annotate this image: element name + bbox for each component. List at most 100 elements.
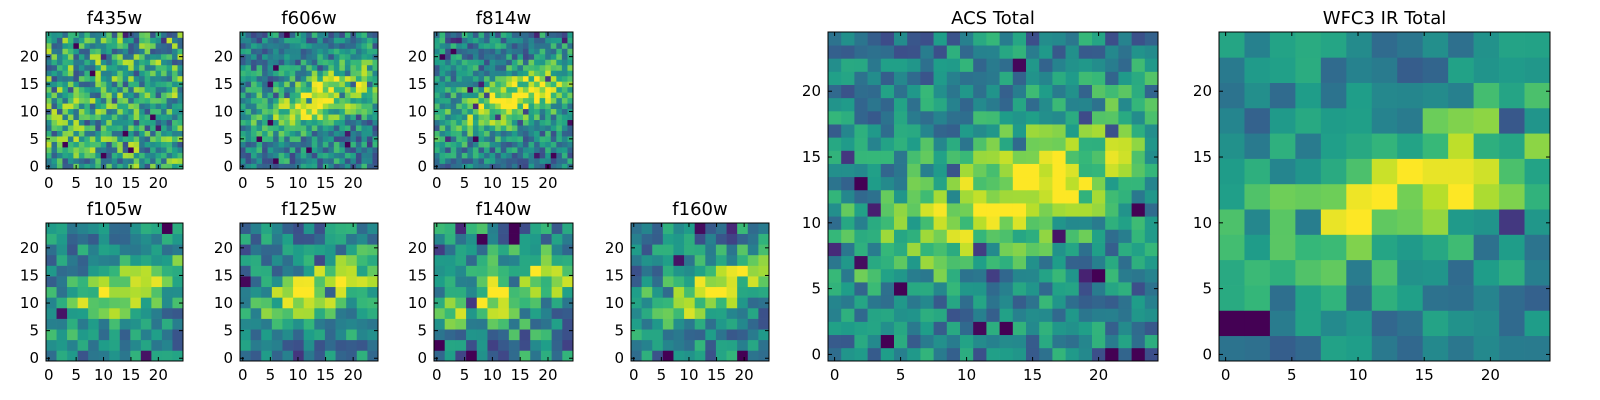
plot-frame <box>827 31 1159 362</box>
y-tick-label: 5 <box>223 322 233 340</box>
heatmap-cell <box>133 81 140 88</box>
heatmap-cell <box>293 233 305 245</box>
heatmap-cell <box>311 119 318 126</box>
heatmap-cell <box>46 75 52 82</box>
heatmap-cell <box>284 158 291 164</box>
heatmap-cell <box>456 119 463 126</box>
heatmap-cell <box>172 75 178 82</box>
heatmap-cell <box>46 59 52 66</box>
heatmap-cell <box>489 147 496 153</box>
heatmap-cell <box>77 329 89 341</box>
heatmap-cell <box>150 130 156 137</box>
heatmap-cell <box>556 108 563 115</box>
heatmap-cell <box>556 42 563 49</box>
heatmap-cell <box>88 276 100 288</box>
heatmap-cell <box>500 53 507 60</box>
heatmap-cell <box>106 163 113 170</box>
heatmap-cell <box>366 32 373 38</box>
heatmap-cell <box>1295 82 1322 109</box>
heatmap-cell <box>161 286 173 298</box>
heatmap-cell <box>631 233 642 245</box>
heatmap-cell <box>455 307 467 319</box>
heatmap-cell <box>828 97 842 112</box>
heatmap-cell <box>78 119 85 126</box>
heatmap-cell <box>1346 285 1373 311</box>
heatmap-cell <box>1052 295 1066 309</box>
heatmap-cell <box>517 37 524 44</box>
heatmap-cell <box>67 103 74 110</box>
heatmap-cell <box>450 59 457 66</box>
heatmap-cell <box>867 242 882 257</box>
heatmap-cell <box>466 350 478 362</box>
heatmap-cell <box>328 152 335 159</box>
heatmap-cell <box>456 86 463 93</box>
heatmap-cell <box>1397 335 1424 362</box>
heatmap-cell <box>946 58 961 72</box>
heatmap-cell <box>539 119 546 126</box>
heatmap-cell <box>1269 57 1296 83</box>
heatmap-cell <box>328 64 335 71</box>
heatmap-cell <box>166 64 173 71</box>
heatmap-cell <box>1039 163 1053 178</box>
heatmap-cell <box>324 244 336 256</box>
heatmap-cell <box>67 81 74 88</box>
heatmap-cell <box>240 141 246 148</box>
heatmap-cell <box>155 114 162 121</box>
heatmap-cell <box>652 233 664 245</box>
heatmap-cell <box>841 321 855 336</box>
heatmap-cell <box>344 141 351 148</box>
heatmap-cell <box>476 223 488 234</box>
heatmap-cell <box>1499 234 1525 261</box>
heatmap-cell <box>245 119 252 126</box>
heatmap-cell <box>854 110 868 125</box>
heatmap-cell <box>894 137 908 151</box>
heatmap-cell <box>282 244 294 256</box>
heatmap-cell <box>894 203 908 217</box>
heatmap-cell <box>1039 58 1053 72</box>
heatmap-cell <box>973 334 987 349</box>
heatmap-cell <box>511 37 518 44</box>
heatmap-cell <box>367 286 379 298</box>
heatmap-cell <box>240 92 246 99</box>
heatmap-cell <box>986 295 1000 309</box>
heatmap-cell <box>550 141 557 148</box>
heatmap-cell <box>1397 183 1424 210</box>
heatmap-cell <box>960 308 974 322</box>
heatmap-cell <box>46 130 52 137</box>
heatmap-cell <box>56 158 63 164</box>
heatmap-cell <box>920 45 934 59</box>
heatmap-cell <box>1012 124 1027 138</box>
heatmap-cell <box>1422 310 1449 337</box>
heatmap-cell <box>144 158 151 164</box>
heatmap-cell <box>317 147 324 153</box>
heatmap-cell <box>240 286 251 298</box>
heatmap-cell <box>907 321 921 336</box>
heatmap-cell <box>245 103 252 110</box>
heatmap-cell <box>177 152 184 159</box>
plot-frame <box>45 222 184 362</box>
heatmap-cell <box>517 48 524 55</box>
heatmap-cell <box>946 282 961 296</box>
heatmap-cell <box>106 152 113 159</box>
heatmap-cell <box>960 229 974 243</box>
heatmap-cell <box>867 32 882 46</box>
heatmap-cell <box>139 163 145 170</box>
heatmap-cell <box>161 307 173 319</box>
heatmap-cell <box>456 108 463 115</box>
heatmap-cell <box>62 130 69 137</box>
heatmap-cell <box>73 37 80 44</box>
heatmap-cell <box>361 147 368 153</box>
heatmap-cell <box>303 318 315 330</box>
heatmap-cell <box>73 136 80 142</box>
heatmap-cell <box>140 254 152 266</box>
heatmap-cell <box>726 244 738 256</box>
heatmap-cell <box>567 64 574 71</box>
heatmap-cell <box>1219 32 1245 58</box>
heatmap-cell <box>920 71 934 85</box>
heatmap-cell <box>1448 259 1474 286</box>
heatmap-cell <box>960 97 974 112</box>
heatmap-cell <box>1244 82 1271 109</box>
heatmap-cell <box>498 339 510 351</box>
heatmap-cell <box>545 70 552 77</box>
heatmap-cell <box>172 32 178 38</box>
